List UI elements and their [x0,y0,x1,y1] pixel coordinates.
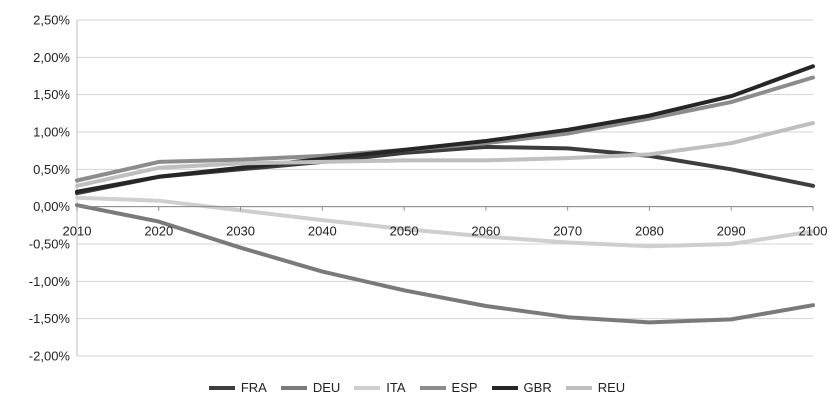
legend-item-esp: ESP [420,380,478,395]
legend-label: GBR [524,380,552,395]
x-tick-label: 2080 [635,224,664,239]
legend-item-deu: DEU [281,380,340,395]
x-tick-label: 2090 [717,224,746,239]
y-tick-label: 2,00% [33,50,70,65]
x-tick-label: 2070 [553,224,582,239]
legend-swatch [281,386,307,390]
y-tick-label: 1,50% [33,87,70,102]
legend-label: DEU [313,380,340,395]
y-tick-label: -2,00% [29,349,71,364]
x-tick-label: 2020 [144,224,173,239]
legend-label: ESP [452,380,478,395]
legend-label: FRA [241,380,267,395]
y-tick-label: 2,50% [33,13,70,28]
legend-item-reu: REU [566,380,625,395]
x-tick-label: 2040 [308,224,337,239]
legend-label: REU [598,380,625,395]
legend-item-gbr: GBR [492,380,552,395]
x-tick-label: 2050 [390,224,419,239]
x-tick-label: 2030 [226,224,255,239]
y-tick-label: 1,00% [33,125,70,140]
legend-swatch [566,386,592,390]
y-tick-label: -0,50% [29,237,71,252]
legend-item-ita: ITA [354,380,405,395]
legend-swatch [354,386,380,390]
series-line-gbr [77,66,813,191]
y-tick-label: -1,00% [29,274,71,289]
y-tick-label: -1,50% [29,311,71,326]
grid-lines [77,20,813,356]
x-tick-label: 2100 [799,224,828,239]
series-lines [77,66,813,322]
y-axis-tick-labels: 2,50% 2,00% 1,50% 1,00% 0,50% 0,00% -0,50% -1,0… [29,13,71,364]
x-tick-label: 2060 [471,224,500,239]
legend-swatch [420,386,446,390]
y-tick-label: 0,00% [33,199,70,214]
series-line-ita [77,198,813,247]
series-line-deu [77,205,813,322]
legend-item-fra: FRA [209,380,267,395]
x-tick-label: 2010 [63,224,92,239]
legend-swatch [209,386,235,390]
y-tick-label: 0,50% [33,162,70,177]
series-line-fra [77,147,813,193]
legend: FRA DEU ITA ESP GBR REU [0,380,834,395]
legend-swatch [492,386,518,390]
legend-label: ITA [386,380,405,395]
